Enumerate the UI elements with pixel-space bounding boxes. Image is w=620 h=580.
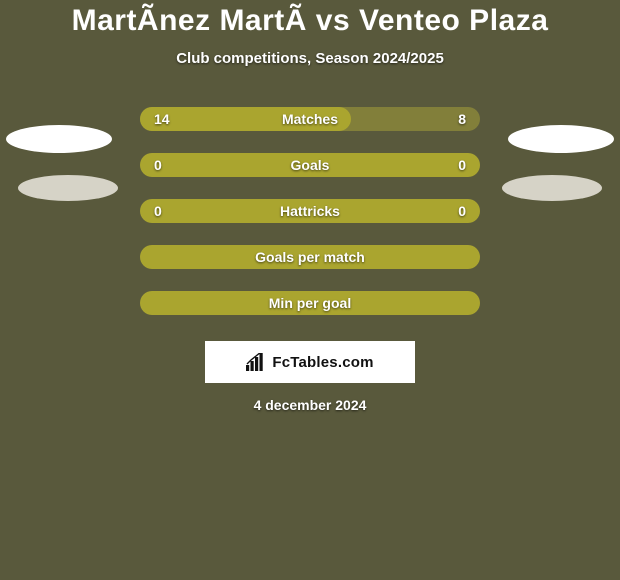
right-highlight-2	[502, 175, 602, 201]
stat-row-inner: Min per goal	[140, 291, 480, 315]
stat-label: Hattricks	[280, 203, 340, 219]
stat-value-right: 8	[458, 111, 466, 127]
stat-row: 14 Matches 8	[140, 107, 480, 131]
bar-chart-icon	[246, 353, 266, 371]
stat-row-inner: 0 Goals 0	[140, 153, 480, 177]
stat-label: Goals per match	[255, 249, 365, 265]
stat-value-right: 0	[458, 203, 466, 219]
left-highlight-2	[18, 175, 118, 201]
stat-rows: 14 Matches 8 0 Goals 0 0 Hattricks 0 Goals per ma…	[140, 107, 480, 315]
stat-row: 0 Goals 0	[140, 153, 480, 177]
logo-box: FcTables.com	[205, 341, 415, 383]
stat-label: Min per goal	[269, 295, 351, 311]
stat-label: Goals	[291, 157, 330, 173]
subtitle: Club competitions, Season 2024/2025	[0, 50, 620, 67]
left-highlight-1	[6, 125, 112, 153]
stat-value-left: 0	[154, 203, 162, 219]
stat-row: 0 Hattricks 0	[140, 199, 480, 223]
stat-value-right: 0	[458, 157, 466, 173]
stat-value-left: 14	[154, 111, 170, 127]
stat-row: Min per goal	[140, 291, 480, 315]
stat-row-inner: Goals per match	[140, 245, 480, 269]
logo-text: FcTables.com	[272, 354, 373, 371]
date: 4 december 2024	[0, 397, 620, 413]
stat-label: Matches	[282, 111, 338, 127]
stat-row: Goals per match	[140, 245, 480, 269]
stat-row-inner: 14 Matches 8	[140, 107, 480, 131]
stat-value-left: 0	[154, 157, 162, 173]
stat-row-inner: 0 Hattricks 0	[140, 199, 480, 223]
comparison-card: MartÃnez MartÃ vs Venteo Plaza Club comp…	[0, 0, 620, 580]
page-title: MartÃnez MartÃ vs Venteo Plaza	[0, 4, 620, 38]
right-highlight-1	[508, 125, 614, 153]
